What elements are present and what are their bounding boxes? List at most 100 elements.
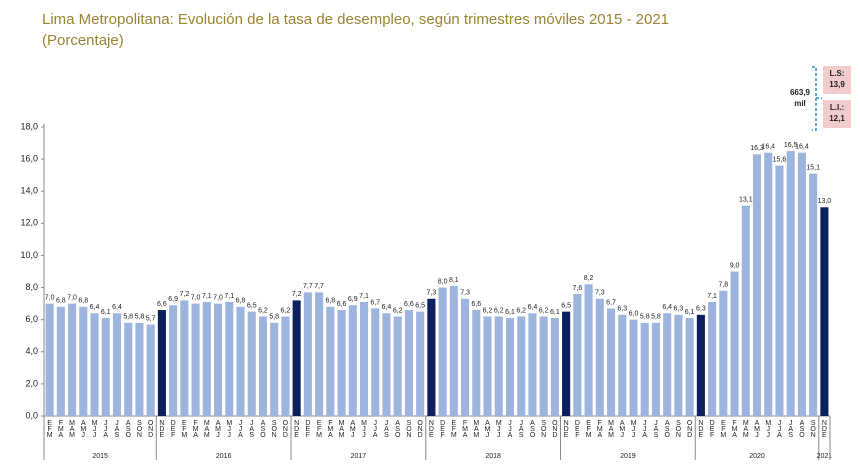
bar [180,300,189,416]
bar [562,311,571,416]
value-label: 6,1 [550,309,560,316]
value-label: 6,9 [168,296,178,303]
value-label: 6,3 [696,306,706,313]
chart-subtitle: (Porcentaje) [42,32,124,49]
x-tick-label: OND [147,420,154,438]
bar [797,152,806,416]
value-label: 15,6 [773,156,787,163]
bar [225,302,234,416]
y-tick-label: 4,0 [25,346,38,356]
bar [348,305,357,416]
value-label: 5,7 [146,315,156,322]
value-label: 6,9 [348,296,358,303]
bar [382,313,391,416]
x-tick-label: MJJ [91,420,98,438]
year-label: 2017 [351,453,367,460]
year-label: 2016 [216,453,232,460]
value-label: 7,1 [224,293,234,300]
value-label: 6,6 [471,301,481,308]
x-tick-label: NDE [293,420,300,438]
x-tick-label: SON [136,420,143,438]
year-label: 2020 [749,453,765,460]
x-tick-label: DEF [304,420,311,438]
upper-value: 13,9 [829,80,845,89]
bar [483,316,492,416]
y-tick-label: 10,0 [20,250,38,260]
bar [528,313,537,416]
x-tick-label: FMA [596,420,603,438]
annotation: 663,9 mil L.S: 13,9 L.I.: 12,1 [790,66,851,131]
bar [416,311,425,416]
bar [674,314,683,416]
x-tick-label: AMJ [753,420,760,438]
x-tick-label: DEF [439,420,446,438]
bracket [812,66,817,131]
bar [315,292,324,416]
bar [696,314,705,416]
bar [90,313,99,416]
x-tick-label: FMA [192,420,199,438]
bar [741,205,750,416]
x-tick-label: ASO [529,420,536,438]
value-label: 8,1 [449,277,459,284]
x-tick-label: NDE [821,420,828,438]
bar [752,154,762,417]
x-tick-label: NDE [697,420,704,438]
year-label: 2019 [620,453,636,460]
x-tick-label: OND [416,420,423,438]
bar [146,324,155,416]
x-tick-label: MAM [607,420,614,438]
bar [708,302,717,416]
chart-title: Lima Metropolitana: Evolución de la tasa… [42,11,669,28]
x-tick-label: DEF [170,420,177,438]
bar [202,302,211,416]
bar [618,314,627,416]
bar [124,322,133,416]
bar [101,318,110,416]
x-tick-label: EFM [720,420,727,438]
x-tick-label: MAM [473,420,480,438]
annotation-unit: mil [794,99,806,108]
bar [359,302,369,416]
bar [68,303,77,416]
x-tick-label: NDE [428,420,435,438]
value-label: 6,3 [617,306,627,313]
bar [764,152,773,416]
value-label: 6,5 [415,302,425,309]
bar [112,313,122,416]
value-label: 6,3 [674,306,684,313]
value-label: 7,3 [427,290,437,297]
value-label: 6,2 [281,307,291,314]
value-label: 7,3 [460,290,470,297]
x-tick-label: FMA [57,420,64,438]
y-tick-label: 16,0 [20,153,38,163]
value-label: 6,2 [494,307,504,314]
value-label: 5,8 [269,314,279,321]
value-label: 7,1 [202,293,212,300]
value-label: 7,7 [314,283,324,290]
bar [820,207,829,416]
bar [719,290,728,416]
x-tick-label: NDE [158,420,165,438]
x-tick-label: NDE [563,420,570,438]
bar [404,310,413,416]
year-label: 2015 [92,453,108,460]
x-tick-label: SON [270,420,277,438]
value-label: 6,6 [404,301,414,308]
year-label: 2021 [817,453,833,460]
x-tick-label: AMJ [214,420,221,438]
value-label: 6,8 [56,298,66,305]
value-label: 6,1 [505,309,515,316]
y-tick-label: 14,0 [20,186,38,196]
lower-box [823,100,851,128]
bar [236,306,245,416]
x-tick-label: FMA [461,420,468,438]
value-label: 5,8 [651,314,661,321]
x-tick-label: ASO [259,420,266,438]
bar [393,316,402,416]
bar [663,313,672,416]
x-tick-label: EFM [450,420,457,438]
value-label: 6,7 [370,299,380,306]
bar [79,306,88,416]
